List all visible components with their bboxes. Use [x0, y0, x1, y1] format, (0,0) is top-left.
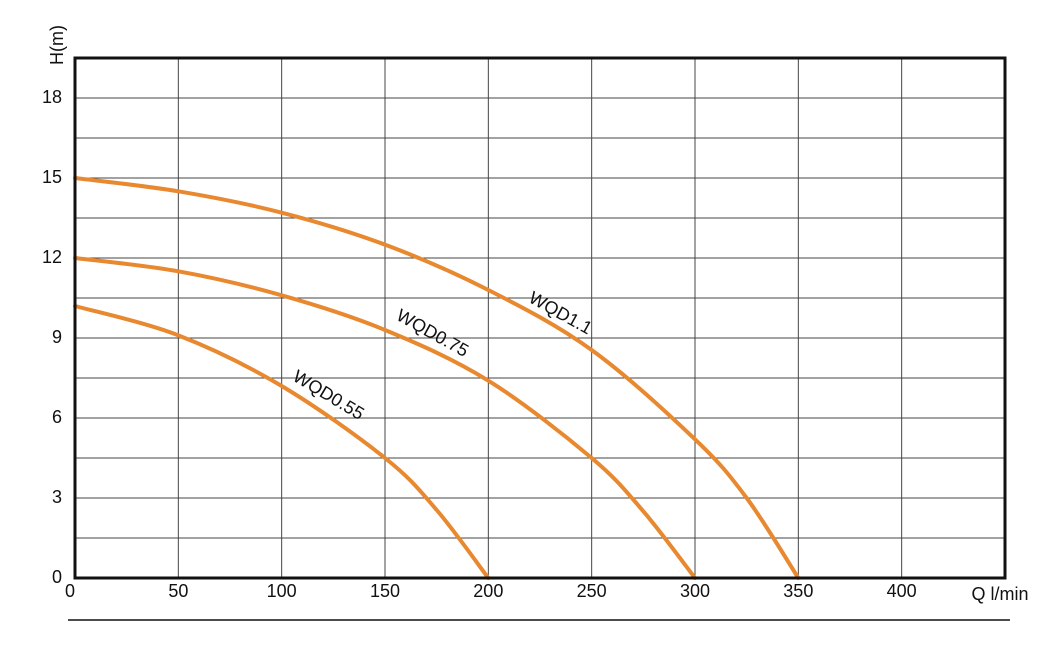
x-tick-label: 100: [267, 581, 297, 601]
x-tick-label: 200: [473, 581, 503, 601]
y-tick-label: 0: [52, 567, 62, 587]
y-tick-label: 18: [42, 87, 62, 107]
x-tick-label: 250: [577, 581, 607, 601]
y-tick-label: 3: [52, 487, 62, 507]
y-tick-label: 12: [42, 247, 62, 267]
curve: [73, 304, 491, 580]
x-tick-label: 350: [783, 581, 813, 601]
x-axis-label: Q l/min: [971, 584, 1028, 604]
curve: [73, 176, 801, 580]
x-tick-label: 400: [887, 581, 917, 601]
x-tick-label: 0: [65, 581, 75, 601]
y-tick-label: 15: [42, 167, 62, 187]
y-tick-label: 9: [52, 327, 62, 347]
y-axis-label: H(m): [47, 25, 67, 65]
curve: [73, 256, 697, 580]
x-tick-label: 150: [370, 581, 400, 601]
y-tick-label: 6: [52, 407, 62, 427]
x-tick-label: 50: [168, 581, 188, 601]
x-tick-label: 300: [680, 581, 710, 601]
plot-frame: [73, 56, 1007, 580]
